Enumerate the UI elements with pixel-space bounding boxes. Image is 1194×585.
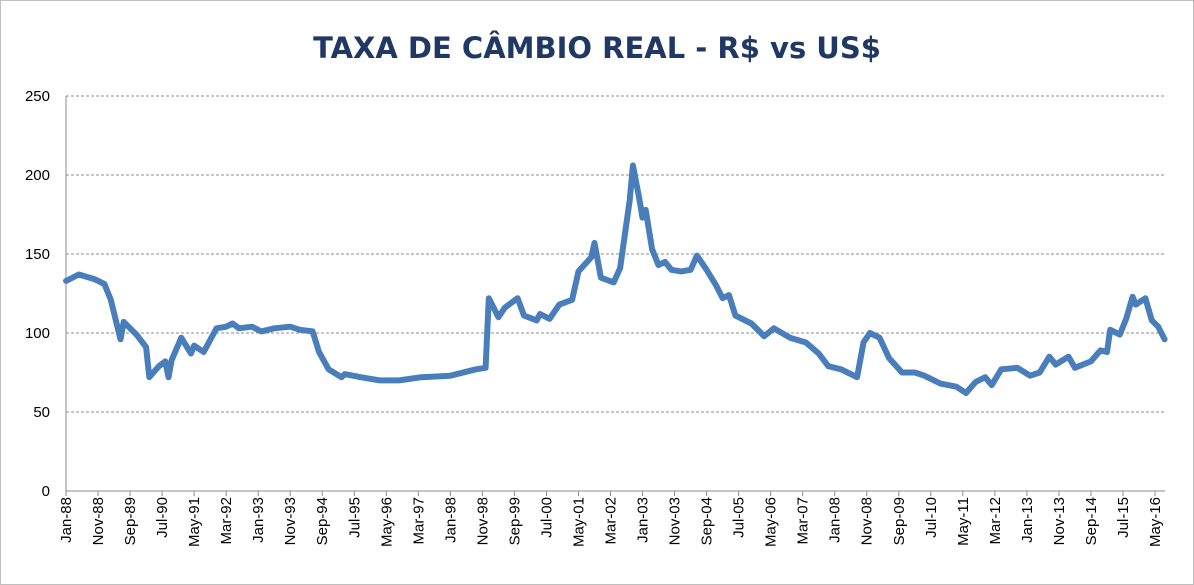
- x-tick-label: Nov-88: [90, 497, 107, 545]
- x-tick-label: Mar-02: [603, 497, 620, 545]
- y-tick-label: 150: [25, 246, 50, 263]
- x-tick-label: Sep-89: [122, 497, 139, 545]
- chart-title: TAXA DE CÂMBIO REAL - R$ vs US$: [313, 31, 881, 65]
- x-tick-label: Nov-03: [667, 497, 684, 545]
- x-tick-label: Sep-09: [891, 497, 908, 545]
- x-tick-label: Nov-98: [474, 497, 491, 545]
- x-tick-label: Jan-03: [635, 497, 652, 543]
- y-tick-label: 0: [42, 483, 50, 500]
- x-tick-label: Nov-93: [282, 497, 299, 545]
- x-tick-label: Jul-90: [154, 497, 171, 538]
- x-tick-label: Mar-07: [795, 497, 812, 545]
- x-tick-label: Sep-94: [314, 497, 331, 545]
- x-tick-label: Mar-12: [987, 497, 1004, 545]
- x-tick-label: May-01: [570, 497, 587, 547]
- x-tick-label: Jan-13: [1019, 497, 1036, 543]
- x-tick-label: Jan-88: [58, 497, 75, 543]
- x-tick-label: Jan-93: [250, 497, 267, 543]
- x-tick-label: Sep-14: [1083, 497, 1100, 545]
- x-tick-label: Nov-13: [1051, 497, 1068, 545]
- x-tick-label: May-91: [186, 497, 203, 547]
- x-tick-label: Mar-92: [218, 497, 235, 545]
- x-tick-label: Jan-08: [827, 497, 844, 543]
- x-tick-label: Sep-04: [699, 497, 716, 545]
- x-tick-label: Mar-97: [410, 497, 427, 545]
- x-tick-label: Jul-00: [538, 497, 555, 538]
- y-tick-label: 200: [25, 167, 50, 184]
- x-tick-label: Sep-99: [506, 497, 523, 545]
- exchange-rate-line: [63, 162, 1168, 396]
- y-tick-label: 100: [25, 325, 50, 342]
- y-tick-label: 50: [33, 404, 50, 421]
- x-tick-label: May-96: [378, 497, 395, 547]
- x-tick-label: Jul-15: [1115, 497, 1132, 538]
- x-tick-label: Jul-05: [731, 497, 748, 538]
- x-tick-label: Jan-98: [442, 497, 459, 543]
- x-tick-label: Nov-08: [859, 497, 876, 545]
- x-tick-label: Jul-10: [923, 497, 940, 538]
- x-tick-label: Jul-95: [346, 497, 363, 538]
- x-tick-label: May-16: [1147, 497, 1164, 547]
- x-tick-label: May-06: [763, 497, 780, 547]
- y-tick-label: 250: [25, 88, 50, 105]
- x-tick-label: May-11: [955, 497, 972, 546]
